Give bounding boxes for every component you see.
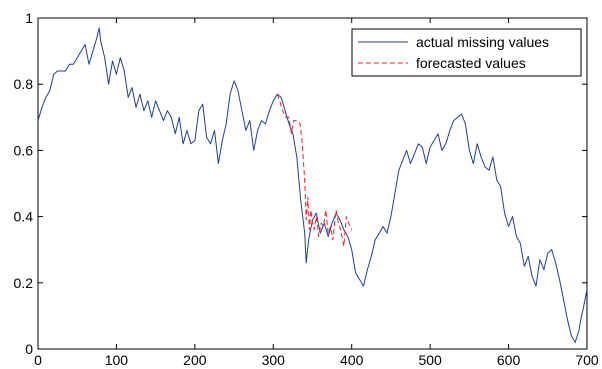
series-line-actual [37,27,588,343]
x-tick-label: 500 [418,352,442,368]
x-tick-label: 0 [34,352,42,368]
legend-label-forecast: forecasted values [416,55,526,71]
x-tick-label: 400 [340,352,364,368]
x-tick-label: 300 [262,352,286,368]
y-tick-label: 0.8 [14,76,34,92]
y-tick-label: 0.2 [14,275,34,291]
x-tick-label: 200 [183,352,207,368]
x-tick-label: 100 [105,352,129,368]
axis-ticks: 0 100 200 300 400 500 600 700 0 0.2 0.4 0.6 0.8 1 [14,10,599,368]
y-tick-label: 0.4 [14,209,34,225]
x-tick-label: 700 [575,352,599,368]
y-tick-label: 0 [25,341,33,357]
legend: actual missing values forecasted values [351,28,582,77]
series-line-forecast [276,93,353,247]
legend-label-actual: actual missing values [416,34,549,50]
legend-box [351,28,582,77]
x-tick-label: 600 [497,352,521,368]
y-tick-label: 1 [25,10,33,26]
series-lines [37,27,588,343]
y-tick-label: 0.6 [14,142,34,158]
